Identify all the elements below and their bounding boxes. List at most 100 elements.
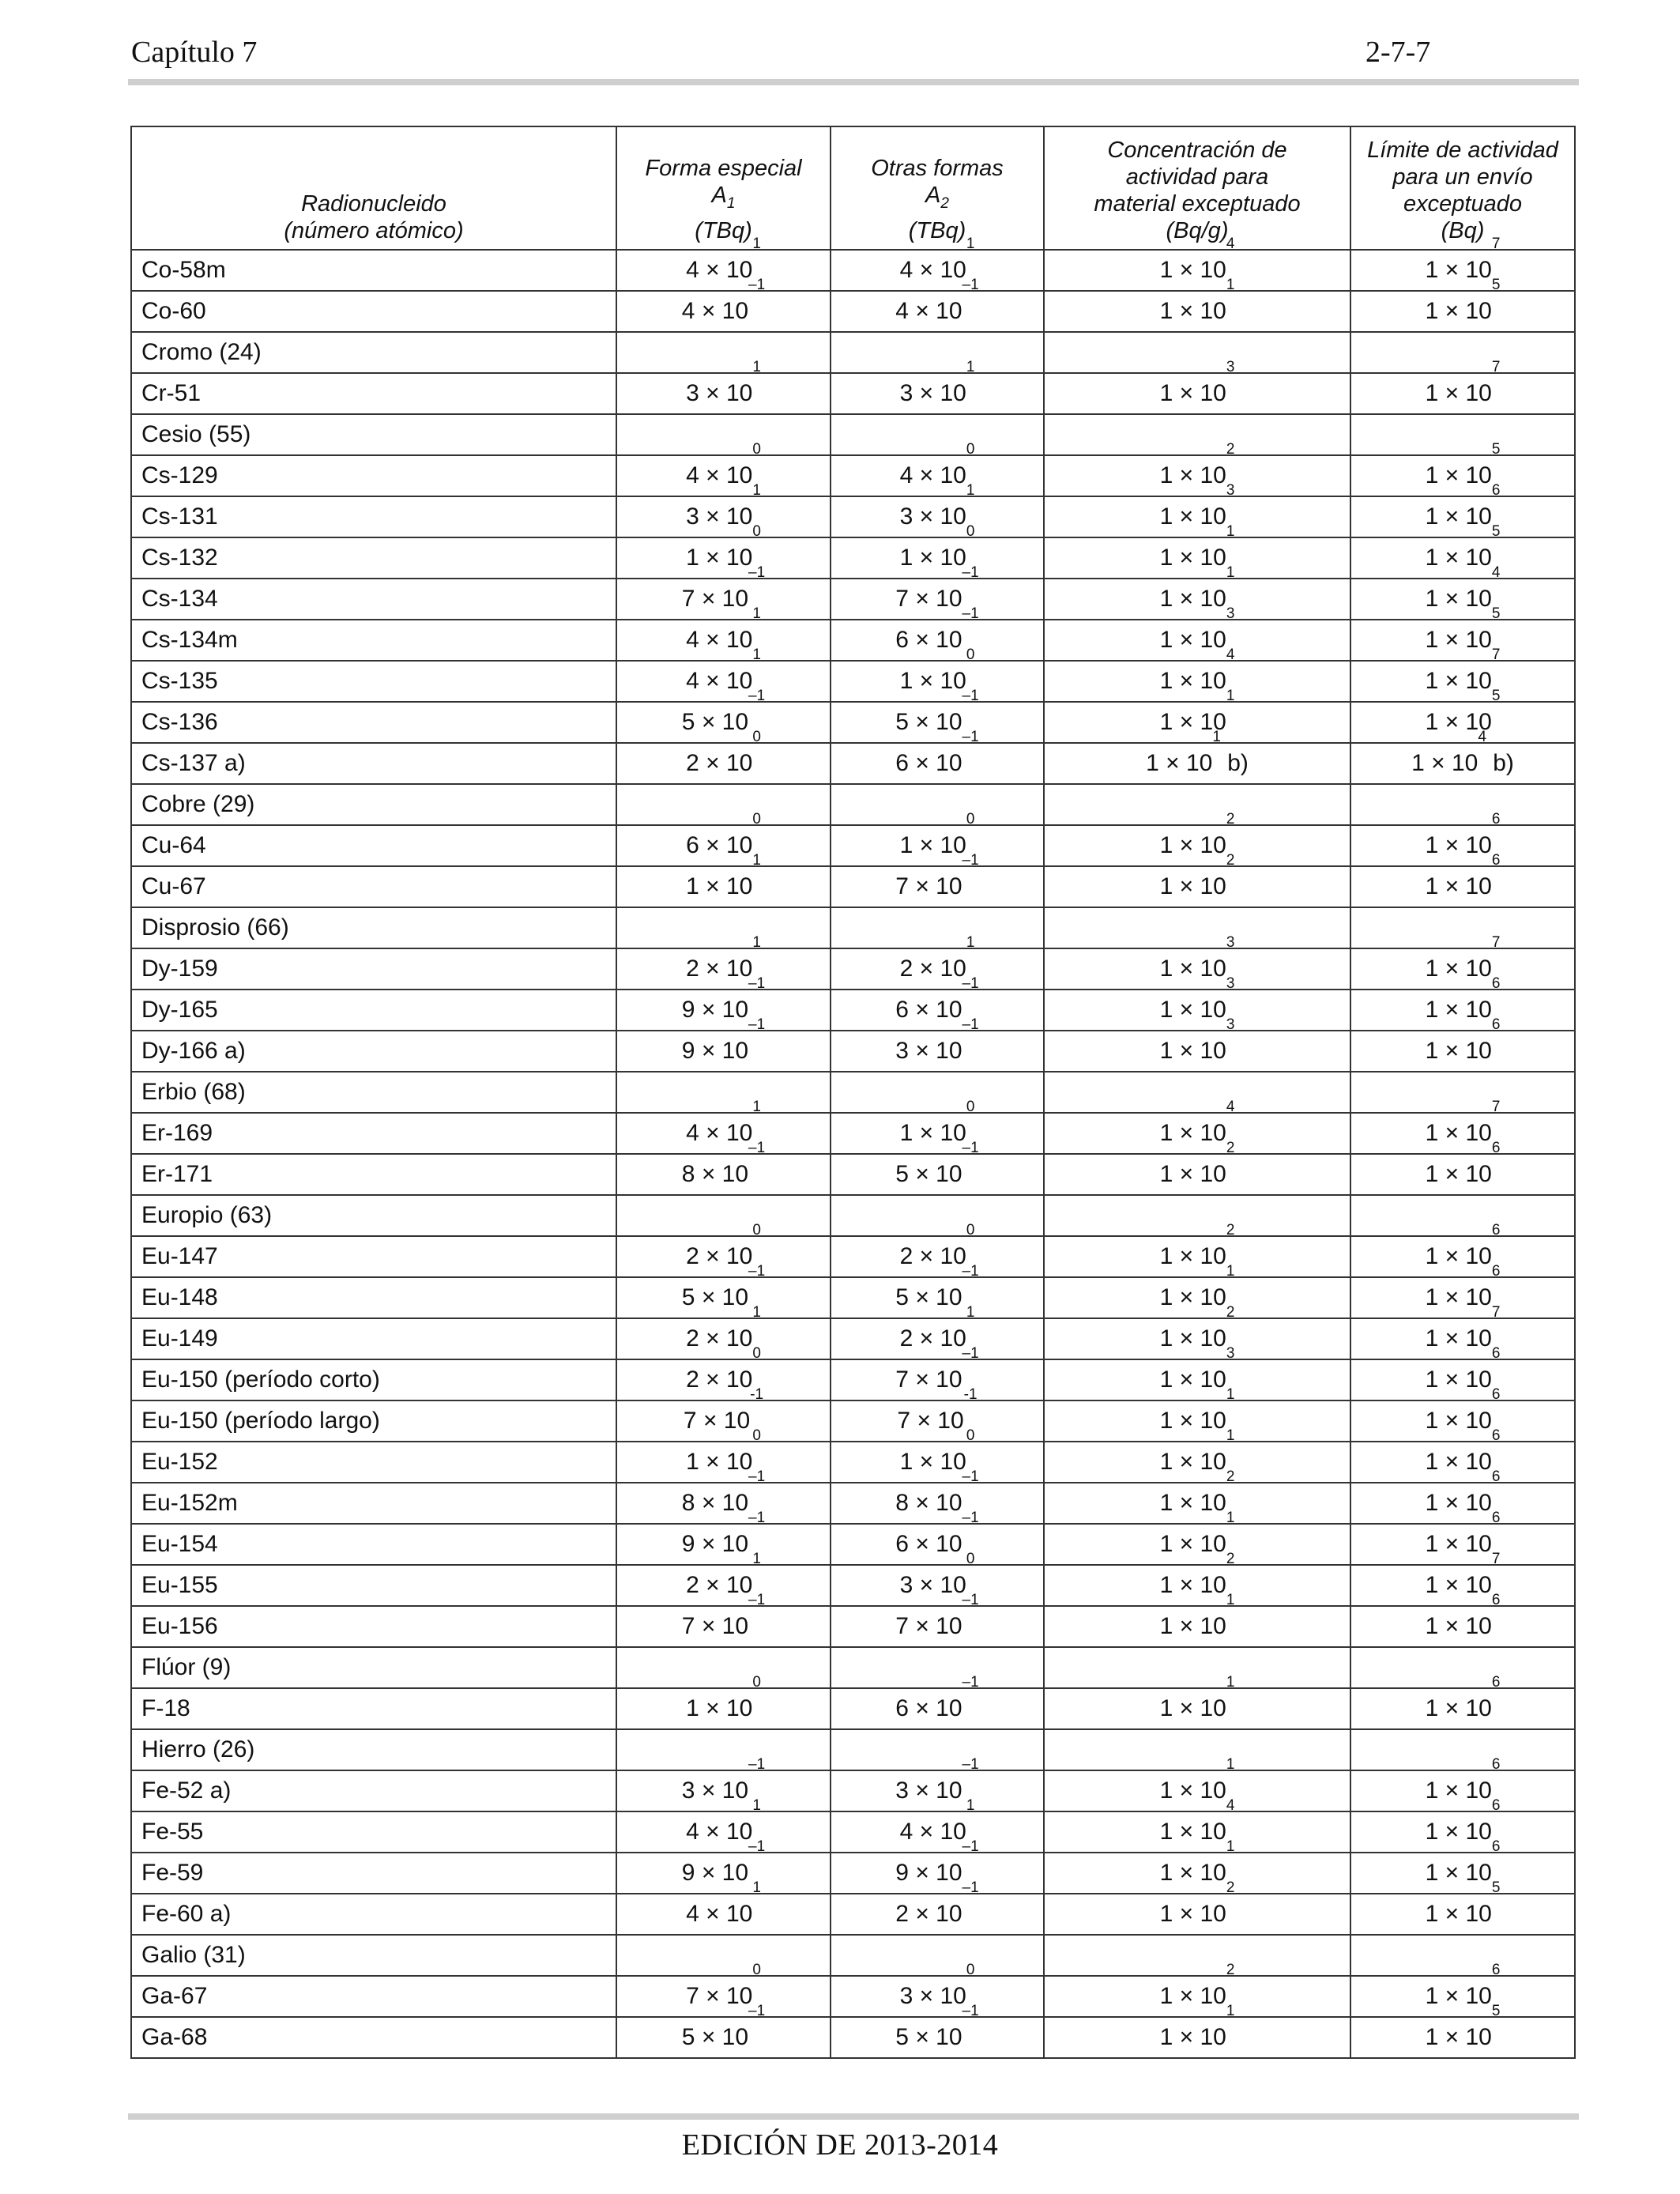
value-cell: 4 × 10 1 xyxy=(616,647,831,703)
times-ten: × 10 xyxy=(1173,1531,1226,1557)
exponent: 6 xyxy=(1491,1427,1501,1444)
table-row: Dy-159 2 × 101 2 × 101 1 × 103 1 × 107 xyxy=(130,935,1576,990)
value-cell: 4 × 10 –1 xyxy=(616,277,831,333)
times-ten: × 10 xyxy=(699,1243,753,1269)
mantissa: 1 xyxy=(1159,1777,1173,1804)
mantissa: 1 xyxy=(1425,1860,1439,1886)
value-cell: 2 × 10 1 xyxy=(616,935,831,990)
times-ten: × 10 xyxy=(1173,380,1226,406)
mantissa: 1 xyxy=(1159,1367,1173,1393)
times-ten: × 10 xyxy=(1438,668,1492,694)
times-ten: × 10 xyxy=(695,1531,749,1557)
value-cell: 1 × 10 4 xyxy=(1350,565,1576,620)
table-row: Cr-51 3 × 101 3 × 101 1 × 103 1 × 107 xyxy=(130,360,1576,415)
value-cell xyxy=(1350,331,1576,374)
mantissa: 4 xyxy=(686,1120,699,1146)
exponent: 1 xyxy=(966,1797,975,1814)
exponent: 3 xyxy=(1226,605,1235,622)
exponent: 4 xyxy=(1226,236,1235,252)
table-row: Dy-166 a) 9 × 10–1 3 × 10–1 1 × 103 1 × 106 xyxy=(130,1017,1576,1072)
value-cell: 1 × 100 xyxy=(830,647,1045,703)
exponent: 6 xyxy=(1491,1962,1501,1978)
exponent: 6 xyxy=(1491,852,1501,869)
times-ten: × 10 xyxy=(908,750,962,776)
nuclide-name: Co-60 xyxy=(130,290,617,333)
value-cell: 7 × 10 -1 xyxy=(616,1387,831,1442)
mantissa: 7 xyxy=(895,586,909,612)
value-cell: 6 × 10–1 xyxy=(830,1510,1045,1566)
mantissa: 2 xyxy=(686,750,699,776)
times-ten: × 10 xyxy=(1173,586,1226,612)
value-cell: 3 × 101 xyxy=(830,360,1045,415)
element-group-row: Erbio (68) xyxy=(130,1071,1576,1114)
mantissa: 1 xyxy=(1425,1490,1439,1516)
exponent: 1 xyxy=(752,934,761,951)
times-ten: × 10 xyxy=(1438,1613,1492,1639)
exponent: 3 xyxy=(1226,359,1235,375)
exponent: –1 xyxy=(962,1345,979,1362)
table-row: Cs-136 5 × 10–1 5 × 10–1 1 × 101 1 × 105 xyxy=(130,688,1576,744)
column-header-line: para un envío xyxy=(1392,164,1533,190)
times-ten: × 10 xyxy=(695,586,749,612)
times-ten: × 10 xyxy=(1173,832,1226,858)
times-ten: × 10 xyxy=(1438,1572,1492,1598)
value-cell: 1 × 102 xyxy=(1043,1880,1351,1936)
value-cell: 6 × 10 0 xyxy=(616,812,831,867)
times-ten: × 10 xyxy=(696,1408,751,1434)
times-ten: × 10 xyxy=(1438,1819,1492,1845)
exponent: 2 xyxy=(1226,1962,1235,1978)
element-name: Cesio (55) xyxy=(130,413,617,456)
element-name: Hierro (26) xyxy=(130,1728,617,1771)
mantissa: 6 xyxy=(895,627,909,653)
mantissa: 4 xyxy=(686,627,699,653)
exponent: 1 xyxy=(1226,1427,1235,1444)
nuclide-name: Er-171 xyxy=(130,1153,617,1196)
exponent: –1 xyxy=(748,1468,766,1485)
exponent: 1 xyxy=(1226,1263,1235,1280)
mantissa: 5 xyxy=(895,1284,909,1310)
mantissa: 1 xyxy=(1425,1777,1439,1804)
value-cell: 2 × 100 xyxy=(616,1223,831,1278)
mantissa: 9 xyxy=(895,1860,909,1886)
times-ten: × 10 xyxy=(908,586,962,612)
value-cell: 1 × 103 xyxy=(1043,935,1351,990)
times-ten: × 10 xyxy=(1438,1777,1492,1804)
times-ten: × 10 xyxy=(695,709,749,735)
value-cell xyxy=(616,1728,831,1771)
times-ten: × 10 xyxy=(695,298,749,324)
column-header-line: actividad para xyxy=(1125,164,1269,190)
times-ten: × 10 xyxy=(1438,1695,1492,1721)
times-ten: × 10 xyxy=(695,1777,749,1804)
mantissa: 1 xyxy=(1425,503,1439,530)
mantissa: 1 xyxy=(1159,1038,1173,1064)
mantissa: 1 xyxy=(1159,1531,1173,1557)
exponent: 0 xyxy=(966,647,975,663)
value-cell: 2 × 100 xyxy=(830,1223,1045,1278)
nuclide-name: Cs-129 xyxy=(130,454,617,497)
value-cell: 4 × 10 0 xyxy=(616,442,831,497)
nuclide-name: Eu-147 xyxy=(130,1235,617,1278)
exponent: 1 xyxy=(1212,729,1221,745)
exponent: –1 xyxy=(748,2003,766,2019)
exponent: –1 xyxy=(748,688,766,704)
value-cell: 1 × 102 xyxy=(1043,812,1351,867)
mantissa: 1 xyxy=(1425,1819,1439,1845)
times-ten: × 10 xyxy=(913,1449,966,1475)
times-ten: × 10 xyxy=(695,1860,749,1886)
value-cell: 1 × 10 7 xyxy=(1350,236,1576,292)
times-ten: × 10 xyxy=(695,1284,749,1310)
exponent: 3 xyxy=(1226,482,1235,499)
value-cell: 1 × 104 b) xyxy=(1350,729,1576,785)
times-ten: × 10 xyxy=(1438,1490,1492,1516)
nuclide-name: Cs-134m xyxy=(130,619,617,662)
value-cell: 1 × 102 xyxy=(1043,853,1351,908)
mantissa: 2 xyxy=(686,1243,699,1269)
mantissa: 1 xyxy=(1425,1408,1439,1434)
exponent: –1 xyxy=(962,729,979,745)
value-cell: 2 × 10–1 xyxy=(830,1880,1045,1936)
value-cell: 7 × 10 -1 xyxy=(830,1387,1045,1442)
exponent: 6 xyxy=(1491,1674,1501,1691)
exponent: –1 xyxy=(962,852,979,869)
exponent: –1 xyxy=(962,1510,979,1526)
value-cell xyxy=(616,1071,831,1114)
